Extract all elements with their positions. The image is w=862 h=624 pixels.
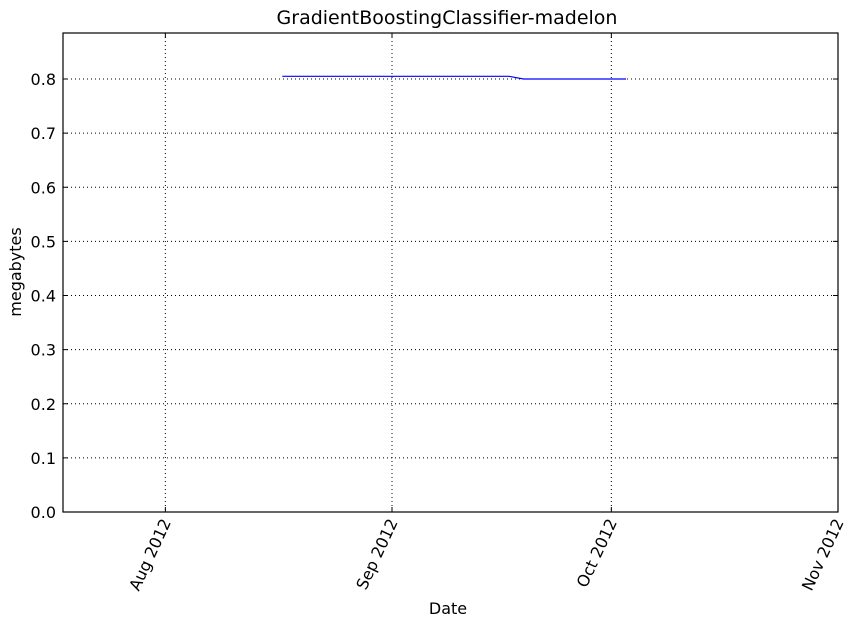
y-tick-label: 0.6 bbox=[31, 178, 56, 197]
y-tick-label: 0.3 bbox=[31, 341, 56, 360]
x-axis-label: Date bbox=[429, 599, 467, 618]
y-axis: 0.0 0.1 0.2 0.3 0.4 0.5 0.6 0.7 0.8 bbox=[31, 70, 838, 522]
series-layer bbox=[282, 75, 626, 80]
chart-title: GradientBoostingClassifier-madelon bbox=[277, 7, 618, 29]
y-tick-label: 0.5 bbox=[31, 232, 56, 251]
y-tick-label: 0.8 bbox=[31, 70, 56, 89]
y-axis-label: megabytes bbox=[6, 227, 25, 316]
y-tick-label: 0.4 bbox=[31, 287, 56, 306]
y-tick-label: 0.1 bbox=[31, 449, 56, 468]
plot-frame bbox=[62, 32, 839, 513]
series-line bbox=[282, 75, 626, 80]
y-tick-label: 0.0 bbox=[31, 503, 56, 522]
y-tick-label: 0.7 bbox=[31, 124, 56, 143]
y-tick-label: 0.2 bbox=[31, 395, 56, 414]
